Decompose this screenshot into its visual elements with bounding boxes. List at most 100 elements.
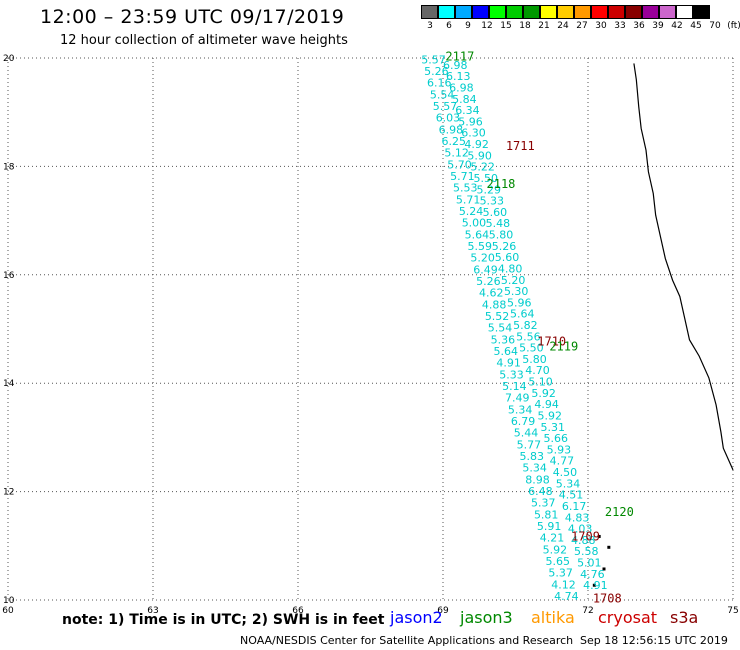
legend-swatch: [676, 5, 693, 19]
swh-value: 5.54: [488, 322, 513, 335]
axis-ticks: 60 63 66 69 72 75 10 12 14 16 18 20: [2, 54, 738, 616]
swh-value: 5.54: [430, 88, 455, 101]
legend-swatch: [591, 5, 608, 19]
legend-swatch: [455, 5, 472, 19]
swh-value: 7.49: [505, 392, 530, 405]
map-grid: [7, 57, 734, 601]
swh-value: 5.96: [458, 115, 483, 128]
pass-label: 1709: [571, 529, 600, 543]
swh-value: 5.31: [541, 421, 566, 434]
swh-value: 6.30: [461, 127, 486, 140]
legend-swatch: [506, 5, 523, 19]
lat-tick-label: 12: [3, 488, 14, 498]
swh-value: 4.51: [559, 489, 584, 502]
lat-tick-label: 20: [3, 54, 15, 64]
swh-value: 5.12: [444, 147, 469, 160]
legend-swatch: [472, 5, 489, 19]
island-mark: [592, 583, 596, 587]
lat-tick-label: 16: [3, 271, 15, 281]
swh-value: 5.37: [548, 567, 573, 580]
legend-swatch: [489, 5, 506, 19]
swh-value: 5.52: [485, 310, 510, 323]
swh-value: 4.03: [568, 523, 593, 536]
swh-value: 5.64: [510, 308, 535, 321]
swh-value: 5.20: [501, 274, 525, 287]
lon-tick-label: 60: [2, 606, 14, 616]
swh-value: 5.26: [424, 65, 449, 78]
legend-swatch: [523, 5, 540, 19]
lon-tick-label: 63: [147, 606, 158, 616]
swh-value: 5.71: [456, 193, 481, 206]
swh-value: 5.53: [453, 182, 478, 195]
swh-value: 6.13: [446, 70, 471, 83]
pass-label: 1711: [506, 139, 535, 153]
swh-value: 5.33: [499, 368, 524, 381]
swh-value: 4.76: [580, 568, 605, 581]
pass-label: 1710: [537, 334, 566, 348]
page-title: 12:00 – 23:59 UTC 09/17/2019: [40, 6, 345, 28]
swh-value: 4.83: [565, 511, 590, 524]
swh-value: 5.34: [522, 462, 547, 475]
legend-label: 12: [481, 21, 493, 31]
legend-swatch: [642, 5, 659, 19]
swh-value: 5.00: [462, 217, 487, 230]
swh-value: 5.92: [531, 387, 556, 400]
swh-value: 5.56: [516, 330, 541, 343]
swh-value: 6.98: [443, 59, 468, 72]
legend-swatch: [659, 5, 676, 19]
footer-credits: NOAA/NESDIS Center for Satellite Applica…: [240, 634, 574, 647]
swh-value: 5.50: [473, 172, 498, 185]
legend-label: 6: [446, 21, 452, 31]
swh-value: 5.34: [556, 477, 581, 490]
color-legend-labels: 3 6 9 12 15 18 21 24 27 30 33 36 39 42 45 70 (ft): [421, 21, 740, 33]
legend-label: 33: [614, 21, 626, 31]
legend-swatch: [574, 5, 591, 19]
swh-value: 5.29: [477, 183, 502, 196]
lon-tick-label: 66: [292, 606, 304, 616]
swh-value: 5.80: [522, 353, 547, 366]
swh-value: 5.83: [519, 450, 544, 463]
swh-value: 5.91: [537, 520, 562, 533]
swh-value: 6.98: [449, 81, 474, 94]
swh-value: 4.77: [550, 455, 575, 468]
swh-value: 5.10: [528, 376, 553, 389]
pass-label: 2119: [549, 340, 578, 354]
legend-label: 24: [557, 21, 569, 31]
swh-value: 5.50: [519, 342, 544, 355]
swh-value: 4.50: [553, 466, 578, 479]
swh-value: 8.98: [525, 473, 550, 486]
swh-value: 5.59: [467, 240, 492, 253]
swh-value: 5.60: [495, 251, 520, 264]
swh-value: 6.98: [439, 123, 464, 136]
swh-value: 5.01: [577, 557, 602, 570]
swh-value: 5.64: [493, 345, 518, 358]
swh-value: 5.48: [486, 217, 511, 230]
swh-value: 4.92: [464, 138, 489, 151]
swh-labels: 5.575.266.165.545.576.036.986.255.125.70…: [421, 53, 607, 603]
swh-value: 5.60: [483, 206, 508, 219]
mission-s3a: s3a: [670, 608, 699, 627]
swh-value: 5.44: [514, 427, 539, 440]
swh-value: 5.26: [492, 240, 517, 253]
legend-label: 36: [633, 21, 645, 31]
legend-label: 42: [671, 21, 683, 31]
pass-label: 1708: [593, 592, 622, 606]
swh-value: 5.34: [508, 403, 533, 416]
swh-value: 4.91: [583, 579, 608, 592]
swh-value: 4.88: [571, 534, 596, 547]
swh-value: 5.92: [543, 543, 568, 556]
swh-value: 5.37: [531, 497, 556, 510]
legend-swatch: [540, 5, 557, 19]
swh-value: 5.92: [537, 409, 562, 422]
legend-label: 39: [652, 21, 664, 31]
lon-tick-label: 72: [582, 606, 593, 616]
legend-label: 18: [519, 21, 531, 31]
swh-value: 5.77: [517, 438, 542, 451]
pass-label: 2118: [487, 177, 516, 191]
swh-value: 6.17: [562, 500, 587, 513]
legend-label: 21: [538, 21, 550, 31]
swh-value: 4.62: [479, 287, 504, 300]
swh-value: 5.82: [513, 319, 538, 332]
color-legend: [421, 5, 710, 19]
